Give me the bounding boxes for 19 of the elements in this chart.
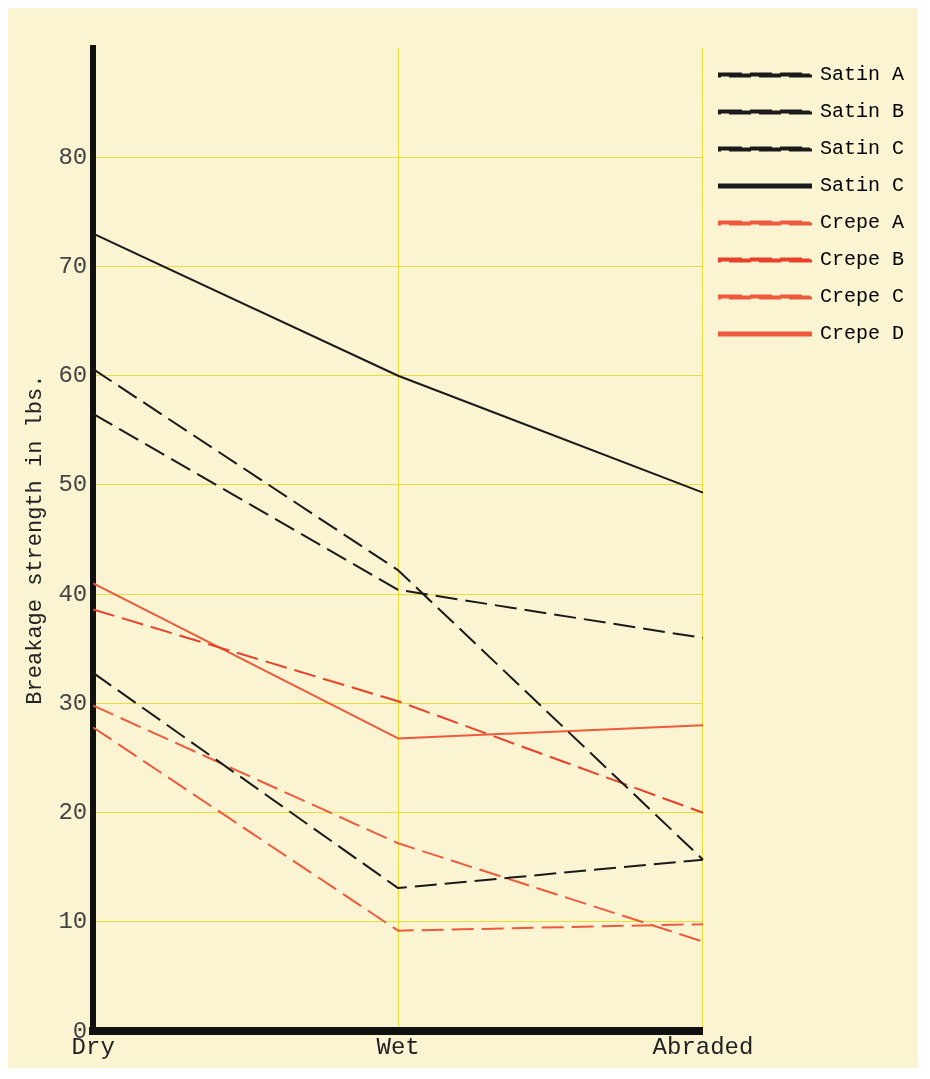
x-tick-label: Abraded [652,1033,754,1061]
legend-label: Crepe A [819,211,904,235]
y-tick-label: 70 [58,252,88,280]
legend-label: Satin B [819,100,904,124]
x-tick-label: Wet [376,1033,420,1061]
legend-label: Crepe B [819,248,904,272]
y-tick-label: 20 [58,799,88,827]
y-tick-label: 50 [58,471,88,499]
y-tick-label: 60 [58,362,88,390]
y-tick-label: 10 [58,908,88,936]
y-tick-label: 40 [58,580,88,608]
legend-label: Satin C [819,137,904,161]
legend-label: Satin C [819,174,904,198]
y-tick-label: 30 [58,689,88,717]
legend-label: Crepe C [819,285,904,309]
y-axis-title: Breakage strength in lbs. [23,374,49,705]
legend-label: Satin A [819,63,904,87]
legend-label: Crepe D [819,322,904,346]
y-tick-label: 80 [58,143,88,171]
